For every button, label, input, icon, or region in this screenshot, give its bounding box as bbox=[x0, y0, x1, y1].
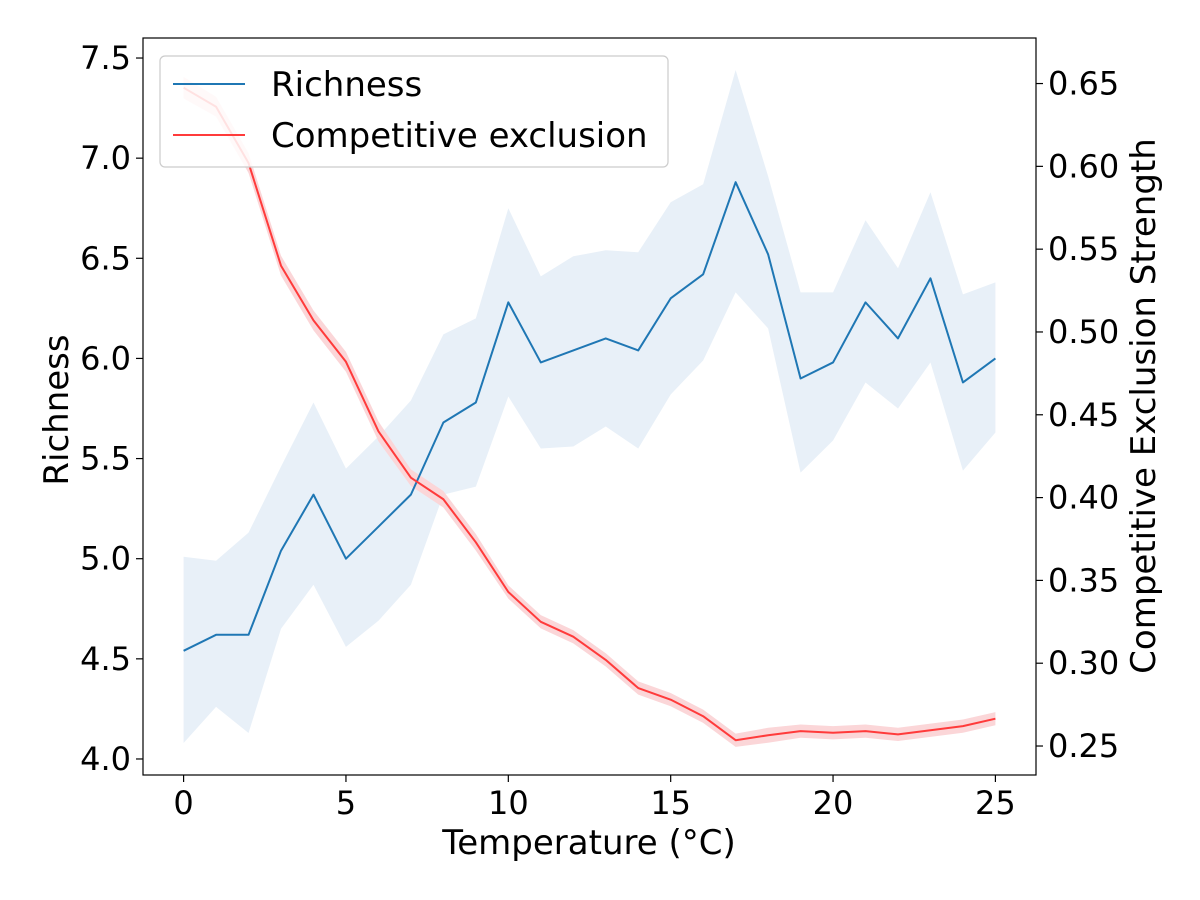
richness-confidence-band bbox=[183, 70, 996, 743]
x-axis-label: Temperature (°C) bbox=[441, 823, 735, 863]
right-y-axis-ticks: 0.25 0.30 0.35 0.40 0.45 0.50 0.55 0.60 0.65 bbox=[1036, 65, 1119, 765]
y2-tick-label: 0.30 bbox=[1048, 644, 1119, 682]
x-tick-label: 10 bbox=[488, 784, 529, 822]
y2-tick-label: 0.55 bbox=[1048, 230, 1119, 268]
series-lines bbox=[183, 86, 997, 742]
y2-tick-label: 0.40 bbox=[1048, 479, 1119, 517]
y-tick-label: 4.5 bbox=[80, 640, 131, 678]
y2-tick-label: 0.45 bbox=[1048, 396, 1119, 434]
y-tick-label: 7.5 bbox=[80, 39, 131, 77]
x-tick-label: 20 bbox=[813, 784, 854, 822]
x-tick-label: 0 bbox=[173, 784, 193, 822]
y-tick-label: 5.5 bbox=[80, 440, 131, 478]
competitive-exclusion-line bbox=[183, 86, 996, 742]
y-tick-label: 6.0 bbox=[80, 339, 131, 377]
y-tick-label: 6.5 bbox=[80, 239, 131, 277]
legend-box bbox=[159, 55, 669, 168]
confidence-bands bbox=[183, 70, 996, 747]
y2-tick-label: 0.65 bbox=[1048, 65, 1119, 103]
left-y-axis-ticks: 4.0 4.5 5.0 5.5 6.0 6.5 7.0 7.5 bbox=[80, 39, 143, 778]
y2-tick-label: 0.25 bbox=[1048, 727, 1119, 765]
legend-label-richness: Richness bbox=[271, 65, 422, 105]
x-axis-ticks: 0 5 10 15 20 25 bbox=[173, 775, 1016, 822]
x-tick-label: 25 bbox=[975, 784, 1016, 822]
right-y-axis-label: Competitive Exclusion Strength bbox=[1124, 138, 1164, 674]
legend: Richness Competitive exclusion bbox=[159, 55, 669, 168]
legend-label-competitive-exclusion: Competitive exclusion bbox=[271, 116, 648, 156]
x-tick-label: 5 bbox=[336, 784, 356, 822]
y2-tick-label: 0.50 bbox=[1048, 313, 1119, 351]
richness-line bbox=[183, 181, 997, 652]
y2-tick-label: 0.35 bbox=[1048, 561, 1119, 599]
x-tick-label: 15 bbox=[650, 784, 691, 822]
y-tick-label: 4.0 bbox=[80, 740, 131, 778]
y2-tick-label: 0.60 bbox=[1048, 147, 1119, 185]
left-y-axis-label: Richness bbox=[37, 334, 77, 485]
plot-frame bbox=[142, 37, 1037, 776]
y-tick-label: 7.0 bbox=[80, 139, 131, 177]
y-tick-label: 5.0 bbox=[80, 540, 131, 578]
